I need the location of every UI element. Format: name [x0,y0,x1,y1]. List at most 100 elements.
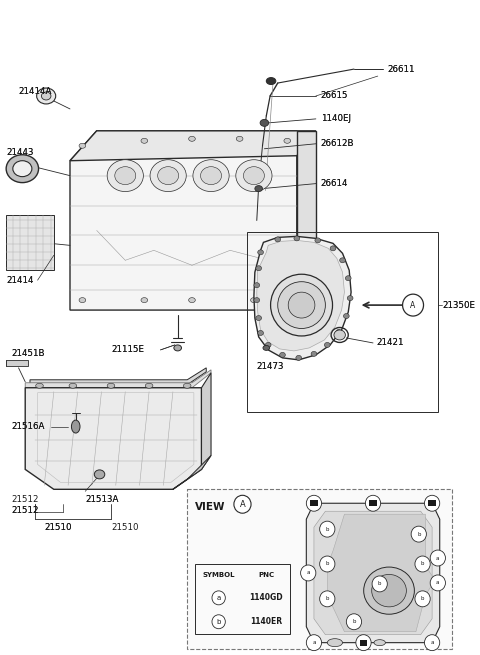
Text: a: a [312,640,316,645]
Text: VIEW: VIEW [195,502,225,512]
Ellipse shape [296,356,301,360]
Ellipse shape [174,345,181,351]
Ellipse shape [324,343,330,347]
Text: a: a [436,555,440,561]
Text: 26611: 26611 [387,65,415,73]
Ellipse shape [251,297,257,303]
Text: a: a [371,501,375,506]
Ellipse shape [260,119,269,126]
Ellipse shape [311,351,317,356]
Circle shape [403,294,423,316]
Text: A: A [410,301,416,310]
Ellipse shape [266,77,276,84]
Text: 21451B: 21451B [11,349,45,358]
Circle shape [347,614,361,629]
Ellipse shape [346,276,351,281]
Ellipse shape [141,297,148,303]
Text: 26615: 26615 [321,92,348,100]
Ellipse shape [107,383,115,388]
Ellipse shape [79,143,86,148]
Ellipse shape [288,292,315,318]
Text: b: b [216,619,221,625]
Ellipse shape [69,383,77,388]
Circle shape [365,495,381,511]
Text: a: a [431,501,434,506]
Polygon shape [173,455,211,489]
Ellipse shape [374,640,385,646]
Polygon shape [6,215,54,271]
Ellipse shape [79,297,86,303]
Text: 21512: 21512 [11,506,38,515]
Ellipse shape [145,383,153,388]
Circle shape [430,575,445,591]
Polygon shape [297,131,316,310]
Text: 21510: 21510 [111,523,138,532]
Text: a: a [431,640,434,645]
Ellipse shape [254,297,260,303]
Circle shape [306,495,322,511]
Text: 21473: 21473 [257,362,284,371]
Ellipse shape [193,160,229,191]
Text: b: b [325,561,329,567]
Text: 21414: 21414 [6,276,34,285]
Text: 26612B: 26612B [321,140,354,148]
Polygon shape [254,236,351,360]
Text: b: b [325,527,329,532]
Text: 1140EJ: 1140EJ [321,115,350,123]
Circle shape [372,576,387,592]
Text: 21443: 21443 [6,148,34,157]
Circle shape [320,521,335,537]
Polygon shape [70,131,297,310]
Text: 21414A: 21414A [19,86,52,96]
Bar [369,500,377,506]
Text: 21510: 21510 [45,523,72,532]
Text: 26612B: 26612B [321,140,354,148]
Bar [310,500,318,506]
Text: 21516A: 21516A [11,422,44,431]
Circle shape [424,495,440,511]
Ellipse shape [271,274,333,336]
Text: b: b [421,561,424,567]
Ellipse shape [157,166,179,185]
Text: 1140EJ: 1140EJ [321,115,350,123]
Polygon shape [70,131,316,160]
Text: a: a [216,595,221,601]
Text: a: a [306,571,310,576]
Polygon shape [314,511,432,635]
Circle shape [415,556,430,572]
Ellipse shape [258,331,264,335]
Ellipse shape [340,258,346,263]
Circle shape [300,565,316,581]
Text: 1140ER: 1140ER [250,617,282,626]
Text: 21414A: 21414A [19,86,52,96]
Ellipse shape [254,283,260,288]
Ellipse shape [258,250,264,255]
Polygon shape [25,388,202,489]
Circle shape [212,615,225,629]
Text: 26615: 26615 [321,92,348,100]
Text: 21421: 21421 [376,339,403,347]
Ellipse shape [107,160,144,191]
Ellipse shape [141,138,148,143]
Ellipse shape [189,297,195,303]
Text: 21513A: 21513A [85,495,119,504]
Bar [360,640,367,646]
Text: SYMBOL: SYMBOL [203,572,235,578]
Ellipse shape [36,88,56,104]
Text: 21443: 21443 [6,148,34,157]
Bar [247,233,438,411]
Ellipse shape [275,237,281,242]
Polygon shape [306,503,440,643]
Ellipse shape [36,383,43,388]
Bar [195,564,290,633]
Text: 21451B: 21451B [11,349,45,358]
Ellipse shape [115,166,136,185]
Text: 26614: 26614 [321,179,348,188]
Circle shape [320,556,335,572]
Ellipse shape [288,293,295,297]
Text: 1140GD: 1140GD [250,593,283,603]
Circle shape [356,635,371,650]
Polygon shape [25,370,211,388]
Text: 21473: 21473 [257,362,284,371]
Ellipse shape [372,574,407,607]
